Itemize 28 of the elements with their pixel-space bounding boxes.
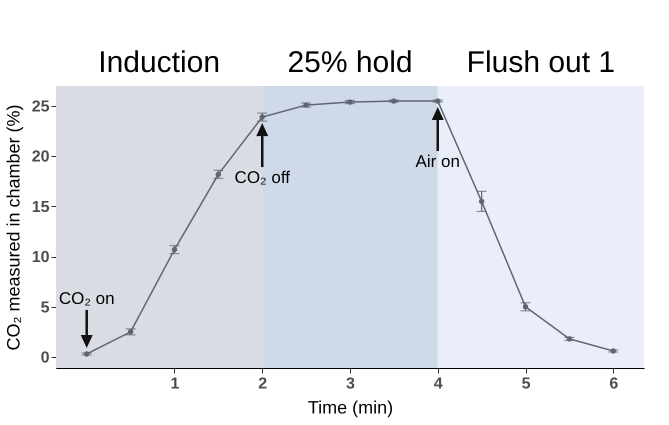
x-tick-label: 4 — [434, 376, 443, 392]
point — [478, 198, 484, 204]
band-label: Induction — [98, 46, 220, 79]
point — [610, 348, 616, 354]
x-tick-label: 2 — [258, 376, 268, 392]
point — [84, 351, 90, 357]
point — [128, 329, 134, 335]
y-tick-label: 0 — [40, 349, 50, 366]
y-tick-label: 10 — [32, 249, 50, 266]
x-tick-label: 6 — [609, 376, 618, 392]
y-tick-label: 15 — [32, 198, 50, 216]
y-tick-label: 20 — [32, 148, 50, 166]
band-label: Flush out 1 — [466, 46, 616, 79]
point — [391, 98, 397, 104]
point — [303, 102, 309, 108]
x-tick-label: 1 — [170, 376, 180, 392]
x-tick-label: 5 — [522, 376, 531, 392]
y-tick-label: 5 — [40, 299, 50, 316]
x-tick-label: 3 — [346, 376, 356, 392]
point — [216, 172, 222, 178]
band-label: 25% hold — [287, 46, 413, 79]
annotation: CO₂ off — [234, 168, 290, 188]
point — [566, 336, 572, 342]
y-axis-title: CO₂ measured in chamber (%) — [4, 104, 24, 351]
x-axis-title: Time (min) — [308, 398, 394, 418]
annotation: Air on — [416, 152, 460, 172]
y-tick-label: 25 — [32, 98, 50, 116]
annotation: CO₂ on — [58, 288, 115, 308]
